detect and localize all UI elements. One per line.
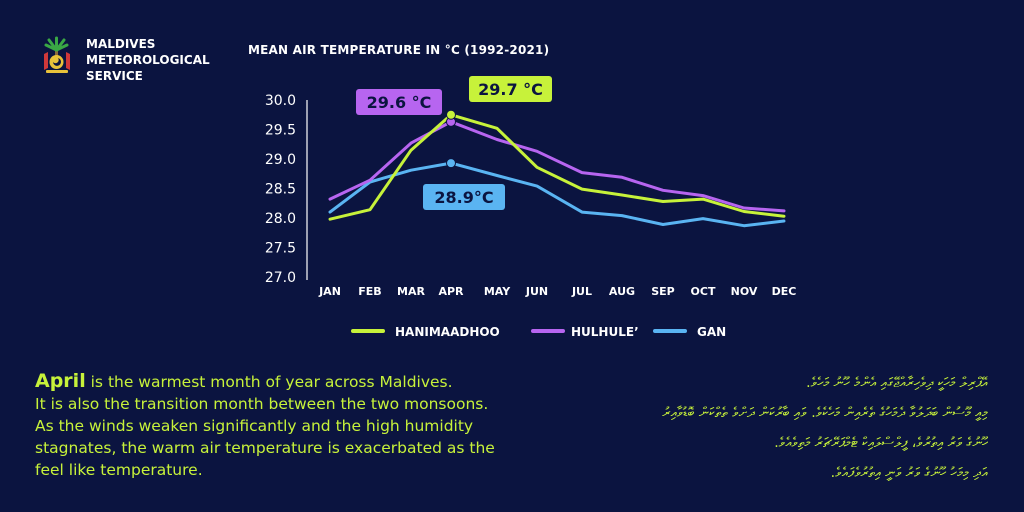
brand-name: MALDIVES METEOROLOGICAL SERVICE <box>86 36 210 84</box>
series-line-hanimaadhoo <box>328 113 786 221</box>
thaana-line-3: ހޫނުގެ ވަރު އިތުރުވެ، ފީލްސްލައިކް ޓެމްޕ… <box>774 435 988 451</box>
x-tick-label: DEC <box>772 285 797 298</box>
series-line-gan <box>328 161 786 228</box>
y-tick-label: 28.0 <box>265 211 296 227</box>
description: April is the warmest month of year acros… <box>35 370 505 481</box>
x-tick-label: SEP <box>651 285 675 298</box>
brand-line-1: MALDIVES <box>86 37 156 51</box>
legend-label: HANIMAADHOO <box>395 325 500 339</box>
annotation-box <box>423 184 505 210</box>
description-lead: April <box>35 370 86 392</box>
x-tick-label: JAN <box>318 285 341 298</box>
thaana-line-1: އޭޕްރިލް މަހަކީ ދިވެހިރާއްޖޭގައި އެންމެ … <box>806 375 988 391</box>
y-tick-label: 29.5 <box>265 123 296 139</box>
x-tick-label: NOV <box>731 285 758 298</box>
thaana-line-4: އަދި މިމަހު ހޫނުގެ ވަރު ވަނީ އިތުރުވެފައ… <box>830 465 988 481</box>
maldives-emblem-icon <box>44 36 70 73</box>
series-line-hulhule <box>328 120 786 213</box>
x-tick-label: APR <box>438 285 464 298</box>
y-tick-label: 29.0 <box>265 152 296 168</box>
annotation-label: 29.6 °C <box>367 93 432 112</box>
annotation-label: 28.9°C <box>434 188 493 207</box>
annotation-box <box>469 76 552 102</box>
x-tick-label: OCT <box>691 285 716 298</box>
x-tick-label: JUN <box>525 285 548 298</box>
chart-title: MEAN AIR TEMPERATURE IN °C (1992-2021) <box>248 43 550 57</box>
y-tick-label: 27.0 <box>265 270 296 286</box>
x-tick-label: FEB <box>358 285 381 298</box>
x-tick-label: MAR <box>397 285 425 298</box>
y-tick-label: 27.5 <box>265 241 296 257</box>
annotation-box <box>356 89 442 115</box>
thaana-description: އޭޕްރިލް މަހަކީ ދިވެހިރާއްޖޭގައި އެންމެ … <box>528 368 988 488</box>
legend-label: HULHULE’ <box>571 325 639 339</box>
y-tick-label: 30.0 <box>265 93 296 109</box>
x-tick-label: AUG <box>609 285 635 298</box>
legend-label: GAN <box>697 325 726 339</box>
april-point-marker <box>446 109 456 120</box>
thaana-line-2: މިއީ މޫސުން ބަދަލުވާ ދެމަހުގެ ތެރެއިން މ… <box>662 405 988 421</box>
april-point-marker <box>446 158 456 169</box>
x-tick-label: JUL <box>571 285 592 298</box>
description-rest: It is also the transition month between … <box>35 395 495 479</box>
brand-line-2: METEOROLOGICAL <box>86 53 210 67</box>
description-line1: is the warmest month of year across Mald… <box>85 373 453 391</box>
y-tick-label: 28.5 <box>265 182 296 198</box>
brand-line-3: SERVICE <box>86 69 143 83</box>
x-tick-label: MAY <box>484 285 511 298</box>
annotation-label: 29.7 °C <box>478 80 543 99</box>
